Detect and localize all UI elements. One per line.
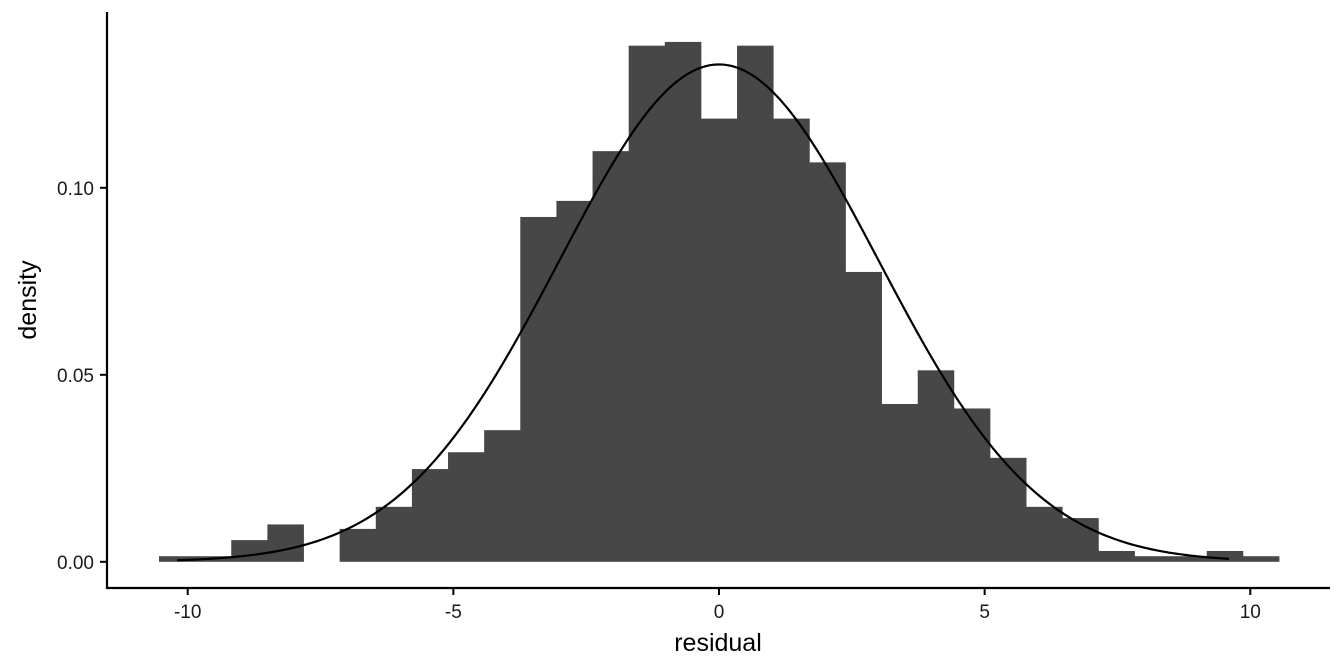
histogram-bar [881, 403, 919, 562]
histogram-bar [628, 45, 666, 562]
histogram-bar [484, 430, 521, 562]
histogram-bar [953, 408, 991, 562]
histogram-bar [809, 162, 846, 562]
histogram-bar [267, 524, 304, 562]
histogram-bar [737, 45, 774, 562]
histogram-bar [231, 540, 268, 562]
histogram-bar [520, 216, 557, 562]
histogram-bars [159, 41, 1280, 562]
x-tick-label: 0 [714, 602, 725, 623]
histogram-bar [448, 452, 485, 562]
y-tick-label: 0.10 [57, 179, 94, 200]
x-axis-ticks: -10 -5 0 5 10 [174, 588, 1261, 623]
y-tick-label: 0.05 [57, 366, 94, 387]
histogram-bar [1062, 518, 1099, 562]
histogram-bar [664, 41, 702, 562]
density-curve [177, 63, 1230, 562]
y-axis-ticks: 0.00 0.05 0.10 [57, 179, 107, 574]
y-axis-title: density [14, 260, 42, 340]
histogram-bar [159, 556, 196, 562]
histogram-bar [411, 469, 449, 562]
histogram-bar [1242, 556, 1280, 562]
histogram-bar [556, 200, 593, 562]
x-tick-label: 10 [1240, 602, 1261, 623]
histogram-bar [989, 457, 1027, 562]
histogram-bar [1134, 556, 1172, 562]
histogram-bar [1098, 550, 1135, 562]
histogram-bar [773, 118, 810, 562]
histogram-bar [1206, 550, 1244, 562]
x-tick-label: 5 [979, 602, 990, 623]
histogram-bar [917, 370, 955, 562]
histogram-bar [1170, 556, 1208, 562]
histogram-bar [845, 271, 882, 562]
y-tick-label: 0.00 [57, 553, 94, 574]
histogram-bar [375, 506, 413, 562]
histogram-bar [339, 528, 377, 562]
histogram-bar [592, 151, 630, 562]
histogram-bar [700, 118, 738, 562]
x-tick-label: -5 [445, 602, 462, 623]
x-axis-title: residual [674, 629, 762, 657]
histogram-bar [1026, 506, 1063, 562]
x-tick-label: -10 [174, 602, 201, 623]
